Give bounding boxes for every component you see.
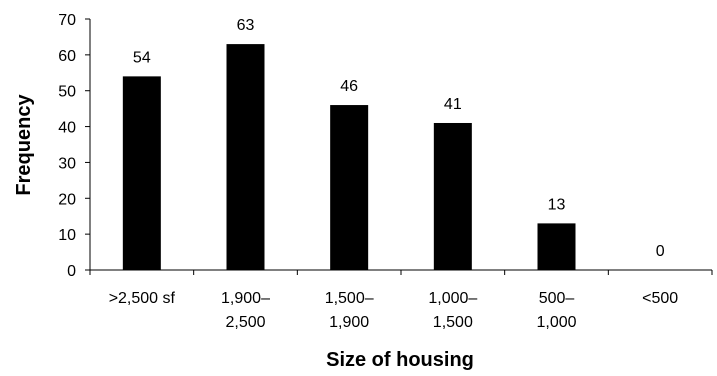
category-label: 1,900 [329, 314, 369, 331]
data-label: 0 [656, 243, 665, 260]
y-tick-label: 60 [58, 48, 76, 65]
x-axis-title: Size of housing [326, 349, 474, 371]
data-label: 13 [548, 196, 566, 213]
data-label: 54 [133, 49, 151, 66]
bars [122, 44, 576, 270]
category-label: 1,900– [221, 290, 270, 307]
y-tick-label: 0 [67, 263, 76, 280]
category-label: >2,500 sf [109, 290, 176, 307]
bar [330, 105, 369, 270]
y-tick-label: 20 [58, 191, 76, 208]
y-axis: 0 10 20 30 40 50 60 70 [58, 12, 91, 280]
bar [433, 122, 472, 270]
y-tick-label: 30 [58, 155, 76, 172]
category-label: 1,500– [325, 290, 374, 307]
category-label: <500 [642, 290, 678, 307]
category-label: 500– [539, 290, 575, 307]
category-labels: >2,500 sf 1,900– 2,500 1,500– 1,900 1,000– 1,5… [109, 290, 679, 331]
x-axis [89, 269, 713, 275]
bar [122, 76, 161, 270]
data-label: 46 [340, 78, 358, 95]
data-label: 41 [444, 96, 462, 113]
data-label: 63 [237, 17, 255, 34]
category-label: 1,000 [536, 314, 576, 331]
category-label: 1,000– [428, 290, 477, 307]
category-label: 2,500 [225, 314, 265, 331]
data-labels: 54 63 46 41 13 0 [133, 17, 665, 260]
y-tick-label: 70 [58, 12, 76, 29]
y-axis-title: Frequency [13, 94, 35, 196]
bar [226, 44, 265, 270]
y-tick-label: 40 [58, 120, 76, 137]
bar [537, 223, 576, 270]
y-tick-label: 10 [58, 227, 76, 244]
category-label: 1,500 [433, 314, 473, 331]
y-tick-label: 50 [58, 84, 76, 101]
